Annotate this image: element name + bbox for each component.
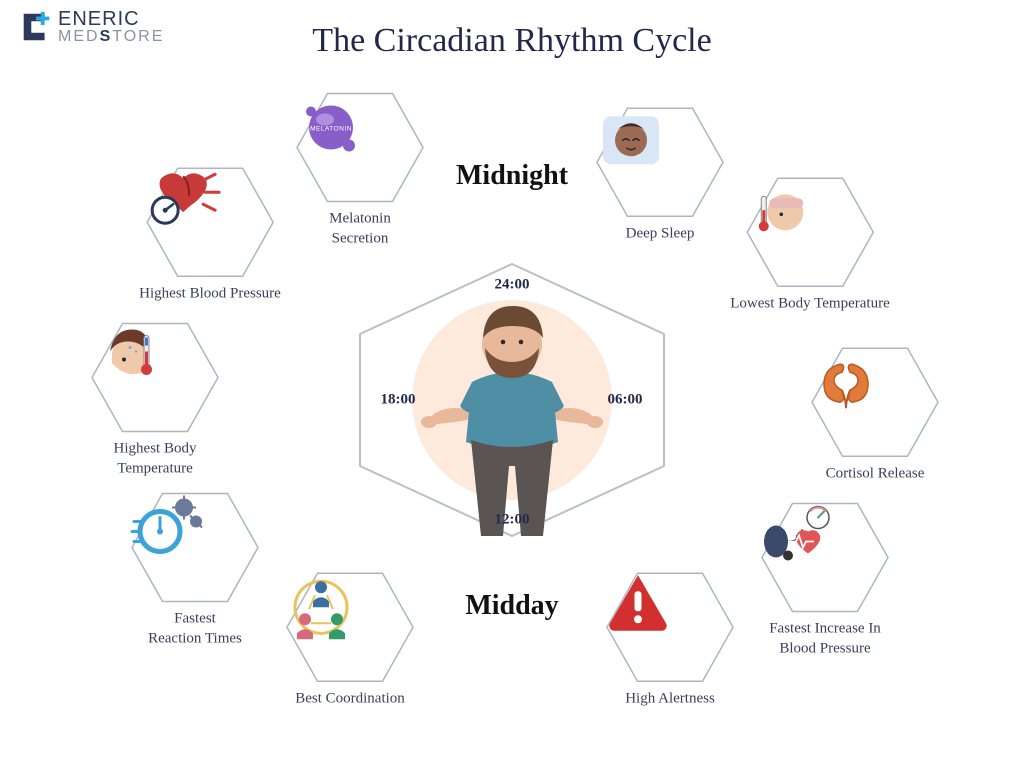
- label-melatonin: Melatonin Secretion: [329, 210, 391, 249]
- axis-midnight: Midnight: [456, 160, 568, 192]
- person-icon: [417, 282, 607, 542]
- node-bp_fast_increase: Fastest Increase In Blood Pressure: [760, 502, 890, 659]
- hex-high_alertness: [605, 571, 735, 683]
- node-best_coordination: Best Coordination: [285, 571, 415, 709]
- time-bottom: 12:00: [495, 512, 530, 529]
- hex-deep_sleep: [595, 106, 725, 218]
- hex-highest_temp: [90, 322, 220, 434]
- best_coordination-icon: [285, 571, 415, 683]
- label-highest_bp: Highest Blood Pressure: [139, 284, 281, 304]
- hex-melatonin: MELATONIN: [295, 92, 425, 204]
- time-right: 06:00: [608, 392, 643, 409]
- node-fastest_reaction: Fastest Reaction Times: [130, 492, 260, 649]
- node-highest_temp: Highest Body Temperature: [75, 322, 235, 479]
- hex-bp_fast_increase: [760, 502, 890, 614]
- label-fastest_reaction: Fastest Reaction Times: [148, 610, 242, 649]
- high_alertness-icon: [605, 571, 735, 683]
- label-high_alertness: High Alertness: [625, 689, 715, 709]
- node-cortisol: Cortisol Release: [810, 346, 940, 484]
- hex-cortisol: [810, 346, 940, 458]
- cortisol-icon: [810, 346, 940, 458]
- axis-midday: Midday: [465, 590, 558, 622]
- time-left: 18:00: [381, 392, 416, 409]
- label-lowest_temp: Lowest Body Temperature: [730, 294, 889, 314]
- hex-lowest_temp: [745, 176, 875, 288]
- node-lowest_temp: Lowest Body Temperature: [730, 176, 889, 314]
- hex-best_coordination: [285, 571, 415, 683]
- node-high_alertness: High Alertness: [605, 571, 735, 709]
- page-title: The Circadian Rhythm Cycle: [0, 22, 1024, 60]
- svg-text:MELATONIN: MELATONIN: [310, 126, 352, 133]
- label-deep_sleep: Deep Sleep: [626, 224, 695, 244]
- time-top: 24:00: [495, 277, 530, 294]
- label-cortisol: Cortisol Release: [826, 464, 925, 484]
- melatonin-icon: MELATONIN: [295, 92, 425, 204]
- node-deep_sleep: Deep Sleep: [595, 106, 725, 244]
- deep_sleep-icon: [595, 106, 725, 218]
- highest_temp-icon: [90, 322, 220, 434]
- highest_bp-icon: [145, 166, 275, 278]
- lowest_temp-icon: [745, 176, 875, 288]
- label-highest_temp: Highest Body Temperature: [75, 440, 235, 479]
- bp_fast_increase-icon: [760, 502, 890, 614]
- node-melatonin: MELATONIN Melatonin Secretion: [295, 92, 425, 249]
- node-highest_bp: Highest Blood Pressure: [139, 166, 281, 304]
- label-best_coordination: Best Coordination: [295, 689, 405, 709]
- fastest_reaction-icon: [130, 492, 260, 604]
- hex-fastest_reaction: [130, 492, 260, 604]
- hex-highest_bp: [145, 166, 275, 278]
- label-bp_fast_increase: Fastest Increase In Blood Pressure: [769, 620, 881, 659]
